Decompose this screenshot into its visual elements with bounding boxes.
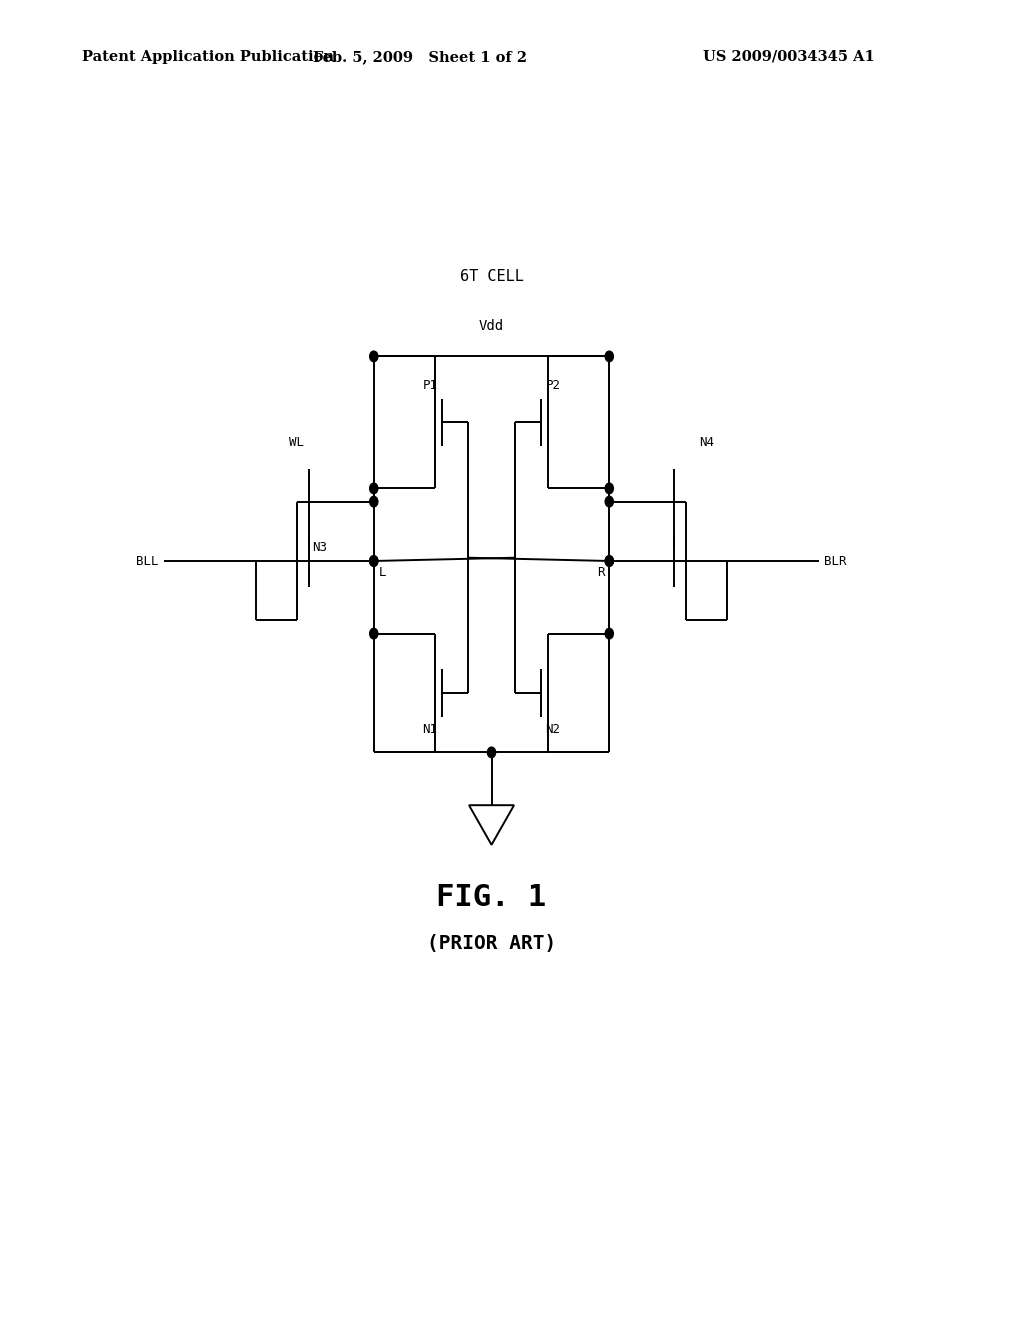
Circle shape: [370, 556, 378, 566]
Text: Patent Application Publication: Patent Application Publication: [82, 50, 334, 63]
Text: N4: N4: [699, 436, 715, 449]
Text: US 2009/0034345 A1: US 2009/0034345 A1: [702, 50, 874, 63]
Circle shape: [370, 496, 378, 507]
Text: N3: N3: [312, 541, 328, 554]
Text: Feb. 5, 2009   Sheet 1 of 2: Feb. 5, 2009 Sheet 1 of 2: [312, 50, 527, 63]
Text: N1: N1: [423, 723, 437, 737]
Circle shape: [605, 351, 613, 362]
Text: FIG. 1: FIG. 1: [436, 883, 547, 912]
Text: L: L: [379, 566, 386, 579]
Text: WL: WL: [289, 436, 304, 449]
Text: 6T CELL: 6T CELL: [460, 269, 523, 284]
Circle shape: [605, 556, 613, 566]
Text: N2: N2: [546, 723, 560, 737]
Circle shape: [370, 556, 378, 566]
Circle shape: [370, 483, 378, 494]
Text: BLR: BLR: [824, 554, 847, 568]
Circle shape: [605, 556, 613, 566]
Circle shape: [605, 483, 613, 494]
Circle shape: [370, 628, 378, 639]
Circle shape: [605, 628, 613, 639]
Text: R: R: [597, 566, 604, 579]
Text: (PRIOR ART): (PRIOR ART): [427, 935, 556, 953]
Circle shape: [605, 496, 613, 507]
Text: BLL: BLL: [136, 554, 159, 568]
Text: P1: P1: [423, 379, 437, 392]
Circle shape: [487, 747, 496, 758]
Circle shape: [370, 351, 378, 362]
Text: Vdd: Vdd: [479, 318, 504, 333]
Text: P2: P2: [546, 379, 560, 392]
